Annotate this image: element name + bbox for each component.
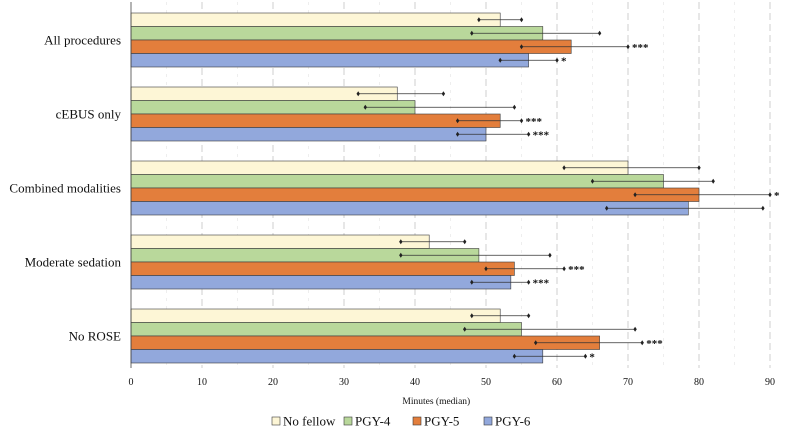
legend-label: PGY-6 (495, 414, 531, 429)
significance-marker: *** (568, 264, 585, 276)
error-bar-cap (548, 252, 552, 258)
error-bar-cap (562, 165, 566, 171)
bar (130, 160, 629, 175)
x-tick-label: 10 (197, 377, 207, 388)
error-bar-cap (477, 17, 481, 23)
x-tick-label: 90 (765, 377, 775, 388)
x-axis-title: Minutes (median) (402, 396, 470, 407)
legend-swatch (343, 416, 353, 426)
category-label: All procedures (44, 33, 121, 48)
significance-markers: ********************* (526, 42, 781, 364)
x-tick-label: 50 (481, 377, 491, 388)
legend-label: No fellow (283, 414, 336, 429)
error-bar-cap (697, 165, 701, 171)
error-bar-cap (526, 131, 531, 137)
error-bar-cap (463, 326, 467, 332)
error-bar-cap (605, 205, 609, 211)
x-tick-label: 0 (129, 377, 134, 388)
significance-marker: *** (632, 42, 649, 54)
significance-marker: *** (526, 116, 543, 128)
error-bar-cap (470, 30, 474, 36)
significance-marker: *** (646, 338, 663, 350)
bar (130, 201, 689, 216)
error-bar-cap (583, 353, 588, 359)
category-label: cEBUS only (56, 107, 122, 122)
x-tick-label: 70 (623, 377, 633, 388)
error-bar-cap (633, 326, 637, 332)
significance-marker: *** (533, 129, 550, 141)
error-bar-cap (633, 192, 637, 198)
legend-swatch (483, 416, 493, 426)
significance-marker: * (589, 351, 595, 363)
x-tick-label: 30 (339, 377, 349, 388)
error-bar-cap (590, 178, 595, 184)
bar (130, 234, 430, 249)
error-bar-cap (356, 91, 360, 97)
error-bar-cap (470, 313, 474, 319)
category-label: Combined modalities (9, 181, 121, 196)
x-tick-label: 40 (410, 377, 420, 388)
bar (130, 349, 544, 364)
error-bar-cap (399, 239, 403, 245)
x-tick-labels: 0 10 20 30 40 50 60 70 80 90 (129, 377, 776, 388)
error-bar-cap (555, 57, 559, 63)
bar (130, 261, 515, 276)
bar (130, 12, 501, 27)
x-tick-label: 60 (552, 377, 562, 388)
bar (130, 39, 572, 54)
bar (130, 53, 529, 68)
error-bar-cap (512, 353, 517, 359)
bars (130, 12, 700, 364)
error-bar-cap (363, 104, 367, 110)
error-bar-cap (399, 252, 403, 258)
error-bar-cap (498, 57, 502, 63)
bar (130, 322, 522, 337)
error-bar-cap (484, 266, 488, 272)
error-bar-cap (463, 239, 467, 245)
legend: No fellow PGY-4 PGY-5 PGY-6 (271, 414, 531, 429)
error-bar-cap (470, 279, 474, 285)
bar (130, 127, 487, 142)
x-tick-label: 80 (694, 377, 704, 388)
bar (130, 113, 501, 128)
bar (130, 335, 600, 350)
bar (130, 174, 664, 189)
error-bar-cap (519, 118, 524, 124)
error-bar-cap (640, 340, 644, 346)
error-bar-cap (534, 340, 538, 346)
error-bar-cap (455, 118, 460, 124)
error-bar-cap (455, 131, 460, 137)
error-bar-cap (711, 178, 715, 184)
error-bar-cap (597, 30, 602, 36)
error-bar-cap (519, 44, 524, 50)
legend-swatch (271, 416, 281, 426)
bar (130, 275, 512, 290)
error-bar-cap (441, 91, 446, 97)
error-bar-cap (761, 205, 765, 211)
legend-label: PGY-4 (355, 414, 391, 429)
x-tick-label: 20 (268, 377, 278, 388)
category-label: No ROSE (69, 329, 121, 344)
category-label: Moderate sedation (25, 255, 122, 270)
error-bar-cap (526, 313, 531, 319)
error-bar-cap (768, 192, 772, 198)
bar (130, 187, 700, 202)
error-bar-cap (626, 44, 630, 50)
error-bar-cap (526, 279, 531, 285)
category-labels: All procedures cEBUS only Combined modalit… (9, 33, 121, 344)
error-bars (356, 17, 772, 359)
error-bar-cap (562, 266, 566, 272)
significance-marker: * (774, 190, 780, 202)
significance-marker: *** (533, 277, 550, 289)
error-bar-cap (512, 104, 517, 110)
significance-marker: * (561, 55, 567, 67)
bar (130, 308, 501, 323)
legend-label: PGY-5 (424, 414, 459, 429)
legend-swatch (412, 416, 422, 426)
error-bar-cap (519, 17, 524, 23)
